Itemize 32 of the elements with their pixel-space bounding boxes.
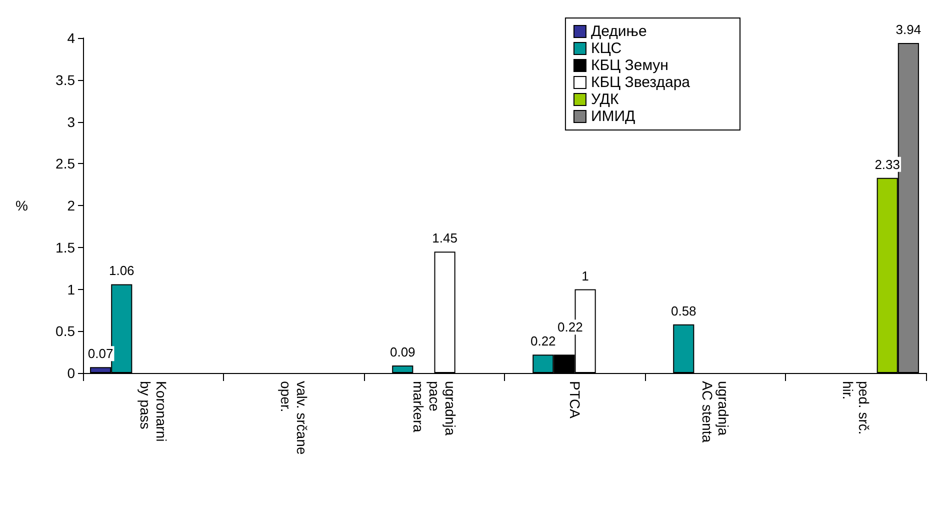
data-label: 1 bbox=[582, 268, 589, 284]
x-tick-label: PTCA bbox=[566, 381, 583, 419]
x-tick-label: ugradnja pace markera bbox=[410, 381, 458, 436]
data-label: 0.58 bbox=[670, 303, 696, 318]
data-label: 1.06 bbox=[108, 263, 134, 278]
y-tick-label: 3.5 bbox=[56, 72, 76, 88]
legend-label: Дедиње bbox=[590, 23, 647, 40]
x-tick-label: Koronarni by pass bbox=[137, 381, 170, 442]
data-label: 0.22 bbox=[530, 334, 556, 349]
legend-label: КБЦ Земун bbox=[590, 57, 668, 74]
legend-label: КБЦ Звездара bbox=[590, 74, 691, 91]
x-tick-label: valv. srčane oper. bbox=[278, 381, 310, 455]
y-tick-label: 3 bbox=[67, 114, 76, 130]
y-tick-label: 0 bbox=[67, 365, 76, 381]
y-tick-label: 4 bbox=[67, 30, 76, 46]
x-tick-label: ugradnja AC stenta bbox=[699, 381, 732, 443]
y-tick-label: 1.5 bbox=[56, 239, 76, 256]
legend-label: ИМИД bbox=[590, 108, 636, 125]
data-label: 0.09 bbox=[390, 344, 416, 360]
data-label: 2.33 bbox=[874, 156, 900, 172]
data-label: 0.22 bbox=[558, 320, 583, 335]
y-tick-label: 0.5 bbox=[56, 323, 76, 340]
y-tick-label: 2.5 bbox=[56, 156, 76, 172]
x-tick-label: ped. srč. hir. bbox=[840, 381, 872, 435]
y-tick-label: 1 bbox=[67, 281, 76, 298]
y-tick-label: 2 bbox=[67, 198, 76, 214]
data-label: 1.45 bbox=[432, 230, 458, 246]
data-label: 0.07 bbox=[88, 346, 114, 362]
data-label: 3.94 bbox=[896, 22, 922, 38]
legend-label: УДК bbox=[590, 91, 619, 108]
y-axis-title: % bbox=[16, 198, 28, 214]
legend-label: КЦС bbox=[590, 40, 622, 57]
